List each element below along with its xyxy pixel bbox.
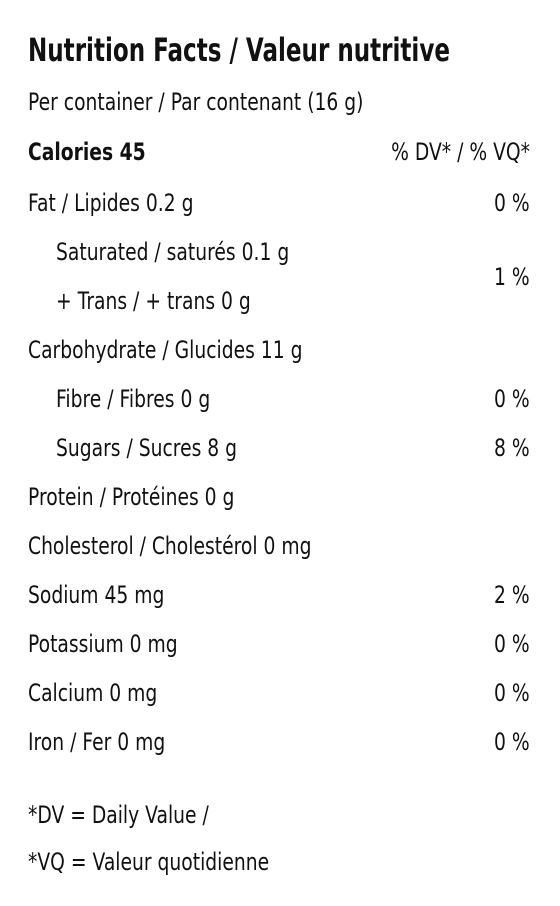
sub-nutrient-dv: 0 % xyxy=(494,385,530,413)
nutrient-label: Calcium 0 mg xyxy=(28,679,158,707)
nutrient-label: Fat / Lipides 0.2 g xyxy=(28,189,194,217)
sub-nutrient-label: + Trans / + trans 0 g xyxy=(56,287,251,315)
sub-nutrient-label: Sugars / Sucres 8 g xyxy=(56,434,238,462)
nutrient-label: Sodium 45 mg xyxy=(28,581,165,609)
nutrient-label: Carbohydrate / Glucides 11 g xyxy=(28,336,303,364)
nutrient-label: Protein / Protéines 0 g xyxy=(28,483,235,511)
footnote: *VQ = Valeur quotidienne xyxy=(28,848,270,876)
nutrient-dv: 0 % xyxy=(494,679,530,707)
dv-header: % DV* / % VQ* xyxy=(391,138,530,166)
title: Nutrition Facts / Valeur nutritive xyxy=(28,31,450,69)
nutrient-label: Iron / Fer 0 mg xyxy=(28,728,166,756)
nutrient-dv: 0 % xyxy=(494,728,530,756)
nutrient-label: Cholesterol / Cholestérol 0 mg xyxy=(28,532,312,560)
calories: Calories 45 xyxy=(28,138,146,166)
sub-nutrient-label: Saturated / saturés 0.1 g xyxy=(56,238,290,266)
nutrient-dv: 0 % xyxy=(494,630,530,658)
nutrient-dv: 0 % xyxy=(494,189,530,217)
nutrient-dv: 2 % xyxy=(494,581,530,609)
footnote: *DV = Daily Value / xyxy=(28,801,209,829)
nutrient-label: Potassium 0 mg xyxy=(28,630,178,658)
sub-nutrient-label: Fibre / Fibres 0 g xyxy=(56,385,211,413)
serving-size: Per container / Par contenant (16 g) xyxy=(28,88,364,116)
sub-nutrient-dv: 8 % xyxy=(494,434,530,462)
sub-nutrient-dv: 1 % xyxy=(494,262,530,291)
